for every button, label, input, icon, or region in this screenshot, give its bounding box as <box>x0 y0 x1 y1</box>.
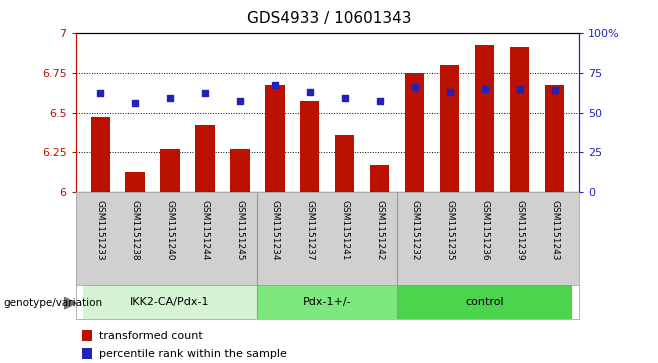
Bar <box>126 172 145 192</box>
Text: Pdx-1+/-: Pdx-1+/- <box>303 297 351 307</box>
Bar <box>405 73 424 192</box>
Point <box>270 82 280 88</box>
Point <box>235 98 245 104</box>
Bar <box>370 165 390 192</box>
Bar <box>83 285 257 319</box>
Text: GSM1151242: GSM1151242 <box>375 200 384 260</box>
Text: control: control <box>465 297 504 307</box>
Text: GSM1151232: GSM1151232 <box>410 200 419 260</box>
Bar <box>545 85 564 192</box>
Text: GSM1151244: GSM1151244 <box>201 200 209 260</box>
Text: GSM1151245: GSM1151245 <box>236 200 245 260</box>
Point <box>549 87 560 93</box>
Bar <box>230 149 249 192</box>
Point <box>164 95 175 101</box>
Text: GSM1151235: GSM1151235 <box>445 200 454 260</box>
Bar <box>475 45 494 192</box>
Point <box>515 86 525 91</box>
Text: GSM1151234: GSM1151234 <box>270 200 280 260</box>
Point <box>200 90 211 96</box>
Text: percentile rank within the sample: percentile rank within the sample <box>99 349 287 359</box>
Text: GSM1151237: GSM1151237 <box>305 200 315 260</box>
Text: IKK2-CA/Pdx-1: IKK2-CA/Pdx-1 <box>130 297 210 307</box>
Point <box>444 89 455 95</box>
Bar <box>91 117 110 192</box>
Text: GSM1151243: GSM1151243 <box>550 200 559 260</box>
Point <box>480 86 490 91</box>
Bar <box>300 101 320 192</box>
Bar <box>257 285 397 319</box>
Text: GSM1151241: GSM1151241 <box>340 200 349 260</box>
Text: GSM1151240: GSM1151240 <box>166 200 174 260</box>
Point <box>340 95 350 101</box>
Text: GSM1151239: GSM1151239 <box>515 200 524 260</box>
Point <box>374 98 385 104</box>
Bar <box>195 125 215 192</box>
Point <box>305 89 315 95</box>
Bar <box>510 47 529 192</box>
Bar <box>335 135 355 192</box>
Text: GSM1151236: GSM1151236 <box>480 200 489 260</box>
Point <box>130 100 140 106</box>
Point <box>409 84 420 90</box>
Polygon shape <box>64 297 76 309</box>
Text: genotype/variation: genotype/variation <box>3 298 103 308</box>
Text: GSM1151233: GSM1151233 <box>95 200 105 260</box>
Bar <box>397 285 572 319</box>
Bar <box>265 85 284 192</box>
Text: GSM1151238: GSM1151238 <box>130 200 139 260</box>
Point <box>95 90 105 96</box>
Text: transformed count: transformed count <box>99 331 203 341</box>
Bar <box>161 149 180 192</box>
Text: GDS4933 / 10601343: GDS4933 / 10601343 <box>247 11 411 26</box>
Bar <box>440 65 459 192</box>
